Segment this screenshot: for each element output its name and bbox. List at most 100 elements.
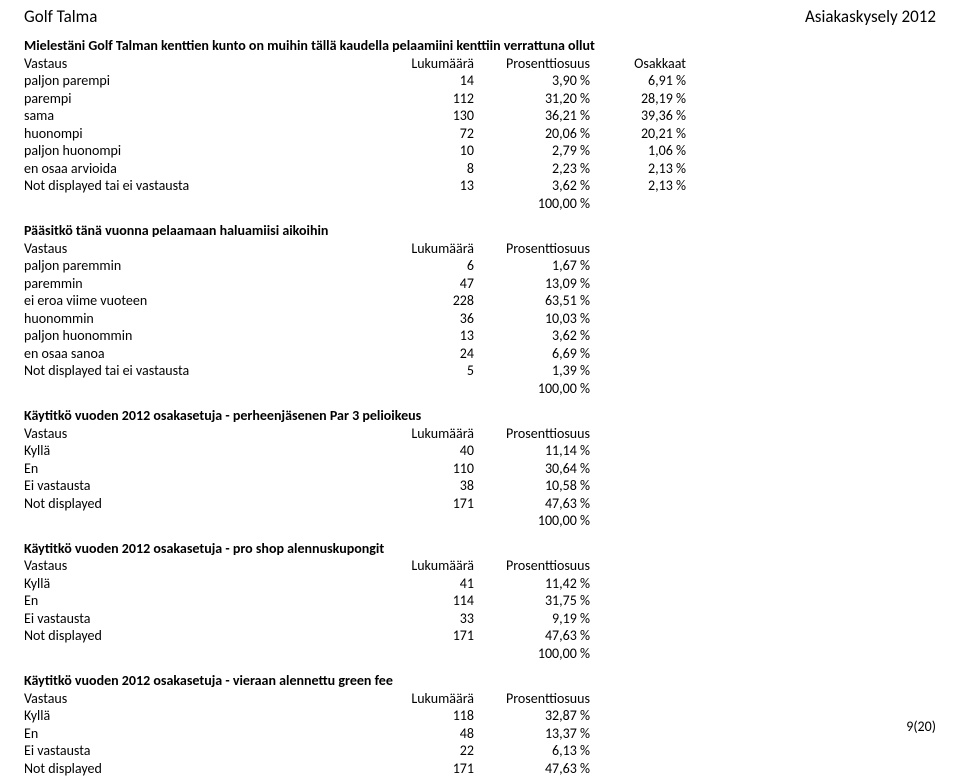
cell-count: 171: [384, 627, 480, 645]
cell-count: 171: [384, 760, 480, 777]
table-header-row: VastausLukumääräProsenttiosuus: [24, 690, 596, 708]
cell-pct: 47,63 %: [480, 627, 596, 645]
cell-count: 171: [384, 495, 480, 513]
col-header-lukumaara: Lukumäärä: [384, 55, 480, 73]
cell-empty: [596, 195, 686, 213]
cell-extra: 2,13 %: [596, 160, 686, 178]
table-row: Kyllä4111,42 %: [24, 575, 596, 593]
cell-label: huonommin: [24, 310, 384, 328]
cell-pct: 1,67 %: [480, 257, 596, 275]
question-text: Mielestäni Golf Talman kenttien kunto on…: [24, 37, 936, 55]
cell-label: Not displayed: [24, 495, 384, 513]
cell-pct: 32,87 %: [480, 707, 596, 725]
table-header-row: VastausLukumääräProsenttiosuusOsakkaat: [24, 55, 686, 73]
cell-pct: 1,39 %: [480, 362, 596, 380]
results-table: VastausLukumääräProsenttiosuuspaljon par…: [24, 240, 596, 398]
table-row: huonommin3610,03 %: [24, 310, 596, 328]
table-total-row: 100,00 %: [24, 380, 596, 398]
cell-count: 24: [384, 345, 480, 363]
results-table: VastausLukumääräProsenttiosuusKyllä11832…: [24, 690, 596, 777]
cell-pct: 31,20 %: [480, 90, 596, 108]
table-row: ei eroa viime vuoteen22863,51 %: [24, 292, 596, 310]
cell-empty: [24, 512, 384, 530]
table-row: Ei vastausta226,13 %: [24, 742, 596, 760]
cell-pct: 3,62 %: [480, 327, 596, 345]
cell-label: huonompi: [24, 125, 384, 143]
table-row: Kyllä11832,87 %: [24, 707, 596, 725]
table-row: Not displayed tai ei vastausta133,62 %2,…: [24, 177, 686, 195]
cell-pct: 2,23 %: [480, 160, 596, 178]
col-header-prosenttiosuus: Prosenttiosuus: [480, 690, 596, 708]
survey-section: Käytitkö vuoden 2012 osakasetuja - pro s…: [24, 540, 936, 663]
cell-empty: [384, 380, 480, 398]
cell-count: 8: [384, 160, 480, 178]
cell-pct: 30,64 %: [480, 460, 596, 478]
cell-label: en osaa arvioida: [24, 160, 384, 178]
cell-label: Not displayed tai ei vastausta: [24, 362, 384, 380]
cell-extra: 39,36 %: [596, 107, 686, 125]
cell-count: 22: [384, 742, 480, 760]
cell-label: Ei vastausta: [24, 742, 384, 760]
cell-count: 118: [384, 707, 480, 725]
cell-extra: 20,21 %: [596, 125, 686, 143]
survey-section: Mielestäni Golf Talman kenttien kunto on…: [24, 37, 936, 212]
cell-label: Kyllä: [24, 575, 384, 593]
page-header: Golf Talma Asiakaskysely 2012: [24, 6, 936, 27]
col-header-lukumaara: Lukumäärä: [384, 557, 480, 575]
table-row: Ei vastausta3810,58 %: [24, 477, 596, 495]
cell-pct: 3,62 %: [480, 177, 596, 195]
results-table: VastausLukumääräProsenttiosuusOsakkaatpa…: [24, 55, 686, 213]
results-table: VastausLukumääräProsenttiosuusKyllä4011,…: [24, 425, 596, 530]
results-table: VastausLukumääräProsenttiosuusKyllä4111,…: [24, 557, 596, 662]
cell-empty: [24, 645, 384, 663]
cell-pct: 47,63 %: [480, 760, 596, 777]
cell-pct: 31,75 %: [480, 592, 596, 610]
cell-count: 13: [384, 327, 480, 345]
col-header-lukumaara: Lukumäärä: [384, 240, 480, 258]
cell-count: 114: [384, 592, 480, 610]
col-header-lukumaara: Lukumäärä: [384, 425, 480, 443]
cell-label: paljon parempi: [24, 72, 384, 90]
header-left: Golf Talma: [24, 6, 97, 27]
table-row: paljon huonommin133,62 %: [24, 327, 596, 345]
cell-label: paljon paremmin: [24, 257, 384, 275]
cell-empty: [384, 195, 480, 213]
table-row: parempi11231,20 %28,19 %: [24, 90, 686, 108]
cell-total-pct: 100,00 %: [480, 512, 596, 530]
cell-pct: 10,03 %: [480, 310, 596, 328]
cell-label: Not displayed: [24, 627, 384, 645]
survey-section: Käytitkö vuoden 2012 osakasetuja - perhe…: [24, 407, 936, 530]
survey-section: Käytitkö vuoden 2012 osakasetuja - viera…: [24, 672, 936, 777]
col-header-lukumaara: Lukumäärä: [384, 690, 480, 708]
cell-count: 6: [384, 257, 480, 275]
cell-pct: 63,51 %: [480, 292, 596, 310]
cell-empty: [384, 512, 480, 530]
cell-pct: 9,19 %: [480, 610, 596, 628]
cell-label: ei eroa viime vuoteen: [24, 292, 384, 310]
cell-count: 33: [384, 610, 480, 628]
table-total-row: 100,00 %: [24, 645, 596, 663]
cell-count: 112: [384, 90, 480, 108]
cell-label: Kyllä: [24, 707, 384, 725]
cell-extra: 2,13 %: [596, 177, 686, 195]
cell-count: 14: [384, 72, 480, 90]
cell-label: En: [24, 725, 384, 743]
cell-count: 38: [384, 477, 480, 495]
cell-label: En: [24, 592, 384, 610]
table-row: En11431,75 %: [24, 592, 596, 610]
table-row: paljon huonompi102,79 %1,06 %: [24, 142, 686, 160]
survey-section: Pääsitkö tänä vuonna pelaamaan haluamiis…: [24, 222, 936, 397]
cell-label: en osaa sanoa: [24, 345, 384, 363]
cell-count: 36: [384, 310, 480, 328]
col-header-vastaus: Vastaus: [24, 690, 384, 708]
cell-count: 10: [384, 142, 480, 160]
cell-label: paljon huonommin: [24, 327, 384, 345]
col-header-vastaus: Vastaus: [24, 55, 384, 73]
page-footer: 9(20): [906, 718, 936, 736]
col-header-prosenttiosuus: Prosenttiosuus: [480, 425, 596, 443]
table-row: sama13036,21 %39,36 %: [24, 107, 686, 125]
cell-empty: [24, 195, 384, 213]
col-header-prosenttiosuus: Prosenttiosuus: [480, 240, 596, 258]
cell-extra: 6,91 %: [596, 72, 686, 90]
cell-pct: 47,63 %: [480, 495, 596, 513]
